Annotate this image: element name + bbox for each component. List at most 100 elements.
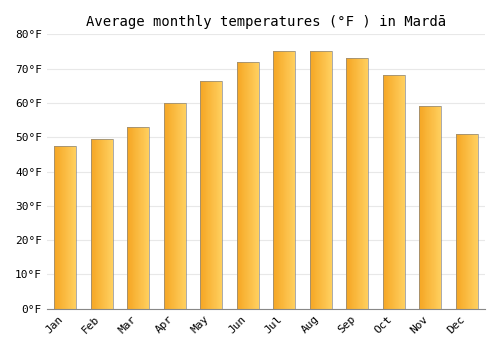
Bar (367, 58, 368, 309)
Bar (100, 139, 101, 309)
Bar (473, 134, 474, 309)
Bar (132, 127, 133, 309)
Bar (93, 139, 94, 309)
Bar (244, 62, 245, 309)
Bar (141, 127, 142, 309)
Bar (97, 139, 98, 309)
Bar (420, 106, 441, 309)
Bar (54, 146, 56, 309)
Bar (177, 103, 178, 309)
Bar (146, 127, 147, 309)
Bar (211, 80, 212, 309)
Bar (315, 51, 316, 309)
Bar (314, 51, 315, 309)
Bar (363, 58, 364, 309)
Bar (469, 134, 470, 309)
Bar (183, 103, 184, 309)
Bar (56, 146, 57, 309)
Bar (362, 58, 363, 309)
Bar (383, 76, 384, 309)
Bar (67, 146, 68, 309)
Bar (312, 51, 313, 309)
Bar (200, 80, 222, 309)
Bar (201, 80, 202, 309)
Bar (319, 51, 320, 309)
Bar (179, 103, 180, 309)
Bar (456, 134, 477, 309)
Bar (62, 146, 63, 309)
Bar (351, 58, 352, 309)
Bar (167, 103, 168, 309)
Bar (208, 80, 209, 309)
Bar (284, 51, 286, 309)
Bar (254, 62, 255, 309)
Bar (107, 139, 108, 309)
Bar (236, 62, 238, 309)
Bar (293, 51, 294, 309)
Bar (166, 103, 167, 309)
Bar (318, 51, 319, 309)
Bar (63, 146, 64, 309)
Bar (394, 76, 395, 309)
Bar (133, 127, 134, 309)
Bar (294, 51, 295, 309)
Bar (137, 127, 138, 309)
Bar (323, 51, 324, 309)
Bar (388, 76, 389, 309)
Bar (136, 127, 137, 309)
Bar (127, 127, 149, 309)
Bar (143, 127, 144, 309)
Bar (220, 80, 221, 309)
Bar (72, 146, 73, 309)
Bar (128, 127, 129, 309)
Bar (176, 103, 177, 309)
Bar (357, 58, 358, 309)
Bar (470, 134, 471, 309)
Bar (164, 103, 186, 309)
Bar (276, 51, 277, 309)
Bar (110, 139, 111, 309)
Bar (421, 106, 422, 309)
Bar (440, 106, 441, 309)
Bar (359, 58, 360, 309)
Bar (170, 103, 171, 309)
Bar (92, 139, 93, 309)
Bar (463, 134, 464, 309)
Bar (474, 134, 475, 309)
Bar (391, 76, 392, 309)
Bar (346, 58, 368, 309)
Bar (425, 106, 426, 309)
Bar (273, 51, 274, 309)
Bar (249, 62, 250, 309)
Bar (439, 106, 440, 309)
Bar (352, 58, 353, 309)
Bar (255, 62, 256, 309)
Bar (236, 62, 258, 309)
Bar (392, 76, 393, 309)
Bar (102, 139, 104, 309)
Bar (140, 127, 141, 309)
Bar (456, 134, 457, 309)
Bar (292, 51, 293, 309)
Bar (468, 134, 469, 309)
Bar (204, 80, 205, 309)
Bar (460, 134, 462, 309)
Bar (111, 139, 112, 309)
Bar (90, 139, 112, 309)
Bar (91, 139, 92, 309)
Bar (346, 58, 347, 309)
Bar (396, 76, 397, 309)
Bar (241, 62, 242, 309)
Bar (316, 51, 317, 309)
Bar (426, 106, 427, 309)
Bar (238, 62, 239, 309)
Bar (402, 76, 403, 309)
Bar (219, 80, 220, 309)
Bar (209, 80, 210, 309)
Bar (144, 127, 146, 309)
Bar (389, 76, 390, 309)
Bar (59, 146, 60, 309)
Bar (321, 51, 322, 309)
Bar (139, 127, 140, 309)
Bar (104, 139, 105, 309)
